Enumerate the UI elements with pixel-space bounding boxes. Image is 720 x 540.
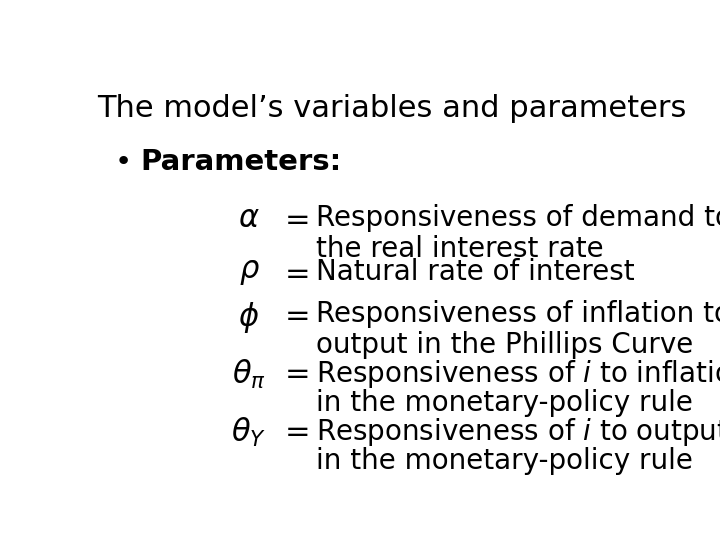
Text: •: • [115, 148, 132, 176]
Text: in the monetary-policy rule: in the monetary-policy rule [316, 389, 693, 417]
Text: Responsiveness of $\mathbf{\mathit{i}}$ to inflation: Responsiveness of $\mathbf{\mathit{i}}$ … [316, 358, 720, 390]
Text: Natural rate of interest: Natural rate of interest [316, 258, 634, 286]
Text: $\phi$: $\phi$ [238, 300, 260, 335]
Text: Parameters:: Parameters: [140, 148, 341, 176]
Text: Responsiveness of inflation to: Responsiveness of inflation to [316, 300, 720, 328]
Text: Responsiveness of demand to: Responsiveness of demand to [316, 204, 720, 232]
Text: $=$: $=$ [279, 300, 309, 329]
Text: $\theta_{Y}$: $\theta_{Y}$ [231, 416, 266, 449]
Text: The model’s variables and parameters: The model’s variables and parameters [96, 94, 686, 123]
Text: the real interest rate: the real interest rate [316, 235, 603, 264]
Text: $\theta_{\pi}$: $\theta_{\pi}$ [232, 358, 266, 391]
Text: in the monetary-policy rule: in the monetary-policy rule [316, 447, 693, 475]
Text: output in the Phillips Curve: output in the Phillips Curve [316, 331, 693, 359]
Text: $=$: $=$ [279, 258, 309, 287]
Text: $=$: $=$ [279, 416, 309, 445]
Text: $=$: $=$ [279, 358, 309, 387]
Text: $\rho$: $\rho$ [238, 258, 259, 287]
Text: $\alpha$: $\alpha$ [238, 204, 260, 233]
Text: $=$: $=$ [279, 204, 309, 233]
Text: Responsiveness of $\mathbf{\mathit{i}}$ to output: Responsiveness of $\mathbf{\mathit{i}}$ … [316, 416, 720, 448]
